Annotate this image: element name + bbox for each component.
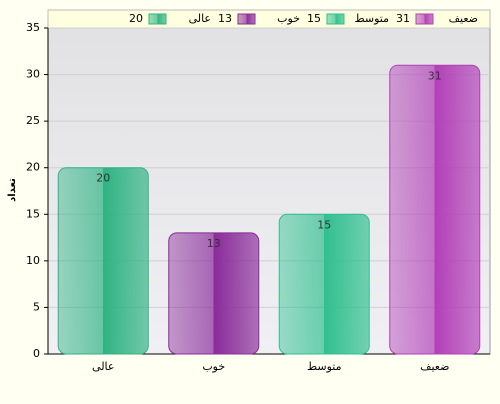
legend-label: متوسط	[354, 12, 389, 25]
value-label: 15	[317, 218, 331, 231]
y-tick-label: 15	[26, 207, 40, 220]
legend-swatch	[148, 13, 167, 25]
legend-value: 20	[129, 12, 143, 25]
legend-label: خوب	[277, 12, 300, 25]
y-tick-label: 0	[33, 347, 40, 360]
legend-swatch	[237, 13, 256, 25]
value-label: 13	[207, 237, 221, 250]
y-axis-label: تعداد	[7, 178, 18, 202]
x-tick-label: ضعیف	[420, 360, 449, 373]
bar	[278, 213, 370, 355]
x-tick-label: عالی	[92, 360, 114, 373]
y-tick-label: 20	[26, 161, 40, 174]
y-tick-label: 30	[26, 68, 40, 81]
legend-label: ضعیف	[449, 12, 478, 25]
y-tick-label: 25	[26, 114, 40, 127]
legend-value: 13	[218, 12, 232, 25]
y-tick-label: 5	[33, 300, 40, 313]
legend-swatch	[326, 13, 345, 25]
y-tick-label: 35	[26, 21, 40, 34]
x-tick-label: خوب	[202, 360, 225, 373]
legend-label: عالی	[189, 12, 211, 25]
bar	[57, 167, 149, 355]
legend-swatch	[415, 13, 434, 25]
legend-value: 15	[307, 12, 321, 25]
value-label: 20	[96, 172, 110, 185]
legend-value: 31	[396, 12, 410, 25]
bar	[168, 232, 260, 355]
x-tick-label: متوسط	[307, 360, 342, 373]
value-label: 31	[428, 69, 442, 82]
y-tick-label: 10	[26, 254, 40, 267]
bar	[389, 64, 481, 355]
